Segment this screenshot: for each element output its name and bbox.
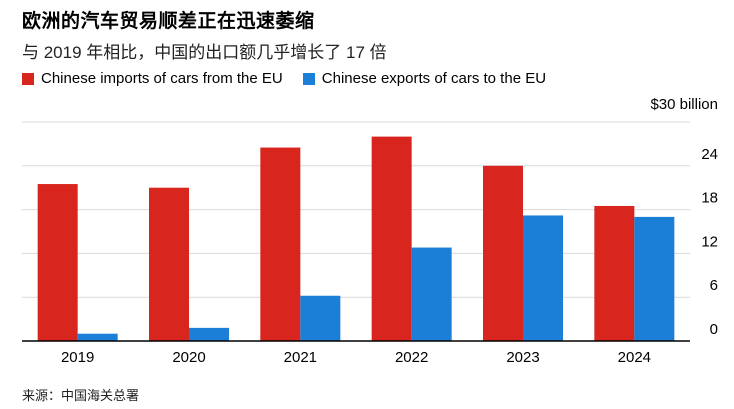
chart-title: 欧洲的汽车贸易顺差正在迅速萎缩 (22, 11, 315, 32)
bar-imports (371, 136, 412, 341)
y-tick-label: 18 (701, 190, 718, 207)
source-note: 来源：中国海关总署 (22, 388, 140, 403)
x-tick-label: 2024 (618, 349, 651, 366)
bar-exports (411, 247, 452, 341)
bar-imports (594, 205, 635, 341)
chart-subtitle: 与 2019 年相比，中国的出口额几乎增长了 17 倍 (22, 43, 387, 62)
bar-exports (300, 295, 341, 341)
bar-exports (77, 333, 118, 341)
bar-exports (523, 215, 563, 341)
legend: Chinese imports of cars from the EU Chin… (22, 70, 566, 87)
legend-swatch-exports (302, 72, 315, 85)
y-tick-label: 0 (710, 321, 718, 338)
legend-label-imports: Chinese imports of cars from the EU (41, 70, 283, 87)
y-tick-label: 12 (701, 233, 718, 250)
x-tick-label: 2022 (395, 349, 428, 366)
x-tick-label: 2019 (61, 349, 94, 366)
bar-exports (634, 216, 675, 341)
bar-exports (189, 327, 229, 341)
bar-imports (149, 187, 189, 341)
legend-item-exports: Chinese exports of cars to the EU (302, 70, 547, 87)
bar-imports (260, 147, 301, 341)
y-tick-label: 24 (701, 146, 718, 163)
legend-swatch-imports (22, 72, 34, 85)
x-tick-label: 2023 (506, 349, 539, 366)
x-tick-label: 2020 (172, 349, 205, 366)
bar-imports (483, 165, 523, 341)
legend-item-imports: Chinese imports of cars from the EU (22, 70, 283, 87)
bar-imports (37, 184, 78, 341)
y-tick-label: 6 (710, 277, 718, 294)
x-tick-label: 2021 (284, 349, 317, 366)
y-axis-unit-label: $30 billion (650, 96, 718, 113)
legend-label-exports: Chinese exports of cars to the EU (321, 70, 547, 87)
